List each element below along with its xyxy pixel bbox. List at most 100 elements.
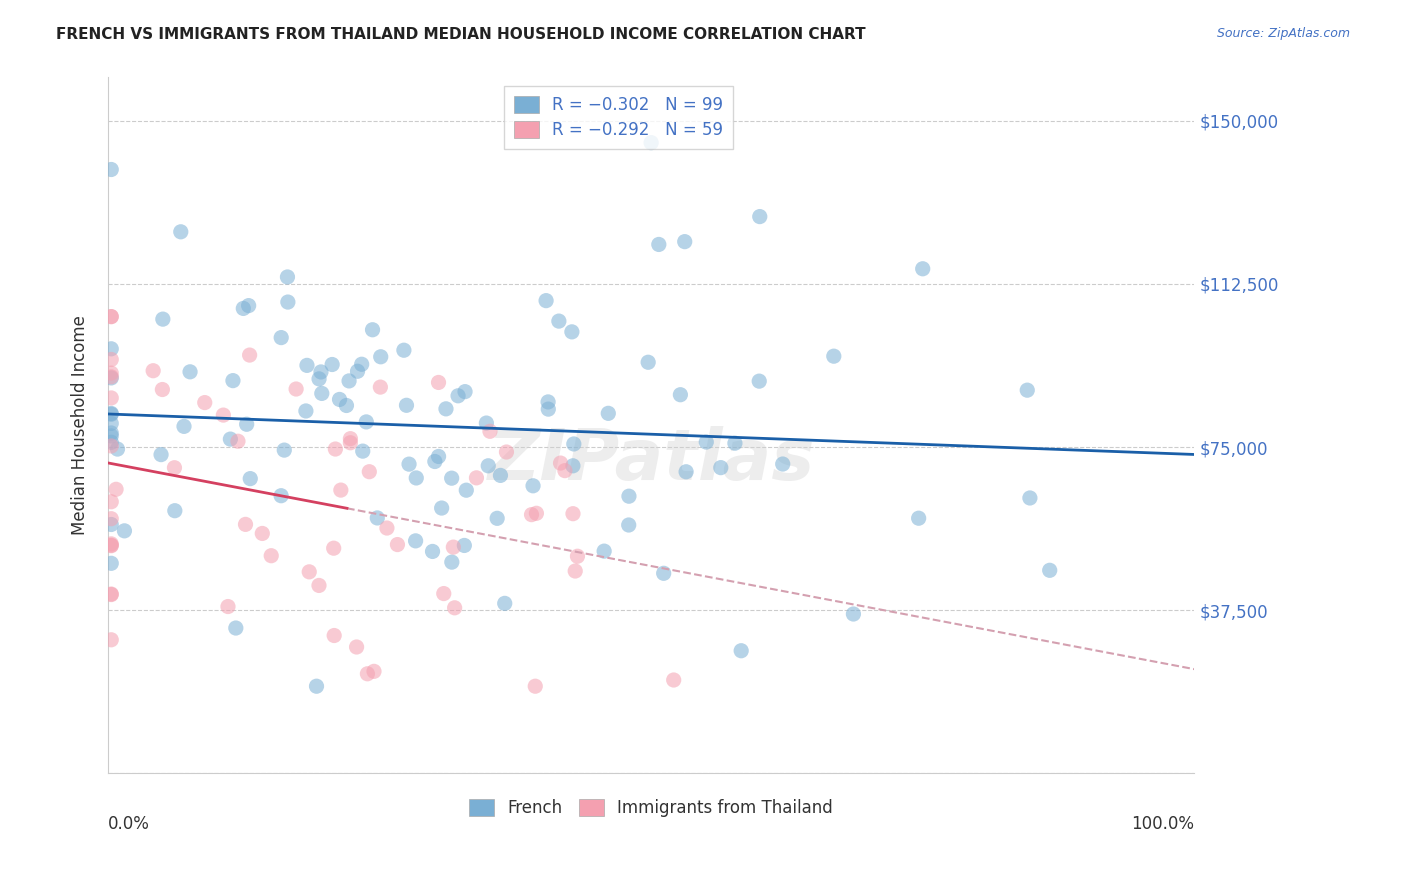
Immigrants from Thailand [322,541,344,556]
French [305,679,328,693]
Text: FRENCH VS IMMIGRANTS FROM THAILAND MEDIAN HOUSEHOLD INCOME CORRELATION CHART: FRENCH VS IMMIGRANTS FROM THAILAND MEDIA… [56,27,866,42]
Immigrants from Thailand [285,382,308,396]
French [907,511,929,525]
French [423,454,446,468]
French [422,544,444,558]
French [239,472,262,486]
Immigrants from Thailand [495,445,517,459]
Immigrants from Thailand [260,549,283,563]
French [163,504,186,518]
Immigrants from Thailand [465,471,488,485]
French [270,489,292,503]
French [346,364,368,378]
French [152,312,174,326]
Immigrants from Thailand [100,391,122,405]
French [356,415,378,429]
Immigrants from Thailand [252,526,274,541]
French [675,465,697,479]
French [150,448,173,462]
French [561,458,583,473]
Immigrants from Thailand [567,549,589,564]
French [225,621,247,635]
Immigrants from Thailand [441,540,464,554]
Immigrants from Thailand [100,352,122,367]
French [447,389,470,403]
Immigrants from Thailand [100,512,122,526]
Text: 100.0%: 100.0% [1132,815,1194,833]
French [114,524,136,538]
Immigrants from Thailand [524,679,547,693]
Immigrants from Thailand [298,565,321,579]
Text: 0.0%: 0.0% [108,815,150,833]
French [100,407,122,421]
French [561,325,583,339]
Immigrants from Thailand [100,310,122,324]
French [486,511,509,525]
French [295,359,318,373]
Immigrants from Thailand [235,517,257,532]
Immigrants from Thailand [520,508,543,522]
French [440,555,463,569]
Immigrants from Thailand [100,495,122,509]
Immigrants from Thailand [100,539,122,553]
Immigrants from Thailand [356,666,378,681]
Immigrants from Thailand [150,383,173,397]
Immigrants from Thailand [226,434,249,449]
Immigrants from Thailand [239,348,262,362]
Immigrants from Thailand [564,564,586,578]
French [100,517,122,532]
French [427,450,450,464]
French [475,416,498,430]
French [398,457,420,471]
French [350,357,373,371]
French [277,295,299,310]
French [392,343,415,358]
French [232,301,254,316]
Immigrants from Thailand [100,537,122,551]
French [652,566,675,581]
Y-axis label: Median Household Income: Median Household Income [72,316,89,535]
Immigrants from Thailand [375,521,398,535]
French [730,644,752,658]
Immigrants from Thailand [427,376,450,390]
Immigrants from Thailand [100,439,122,453]
French [100,417,122,431]
French [405,533,427,548]
Immigrants from Thailand [443,600,465,615]
French [295,404,318,418]
French [440,471,463,485]
Legend: French, Immigrants from Thailand: French, Immigrants from Thailand [458,789,844,828]
French [534,293,557,308]
French [273,443,295,458]
Immigrants from Thailand [163,460,186,475]
Immigrants from Thailand [346,640,368,654]
French [748,210,770,224]
French [100,425,122,440]
French [222,374,245,388]
French [395,398,418,412]
Immigrants from Thailand [526,506,548,520]
French [673,235,696,249]
French [842,607,865,621]
French [238,299,260,313]
French [311,386,333,401]
Immigrants from Thailand [100,369,122,384]
Immigrants from Thailand [100,587,122,601]
French [100,435,122,450]
French [434,401,457,416]
Immigrants from Thailand [217,599,239,614]
Immigrants from Thailand [433,586,456,600]
Immigrants from Thailand [100,632,122,647]
French [337,374,360,388]
French [593,544,616,558]
French [454,384,477,399]
French [100,406,122,420]
French [598,406,620,420]
Immigrants from Thailand [100,366,122,380]
Immigrants from Thailand [554,464,576,478]
French [1017,383,1039,397]
French [1019,491,1042,505]
French [537,402,560,417]
French [366,511,388,525]
French [328,392,350,407]
